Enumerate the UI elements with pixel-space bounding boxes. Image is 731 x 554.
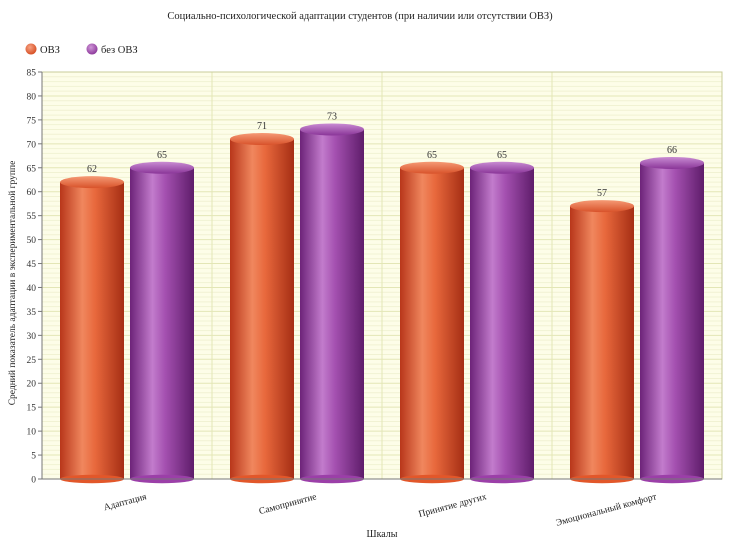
legend-item-bez-ovz[interactable]: без ОВЗ bbox=[86, 43, 138, 57]
data-label: 57 bbox=[597, 188, 607, 199]
bar-cap bbox=[400, 161, 464, 174]
y-tick-label: 40 bbox=[27, 284, 37, 294]
bar-ovz[interactable] bbox=[570, 200, 634, 484]
y-tick-label: 45 bbox=[27, 260, 37, 270]
x-axis-title: Шкалы bbox=[366, 529, 397, 540]
bar-cap bbox=[640, 156, 704, 169]
legend-item-ovz[interactable]: ОВЗ bbox=[25, 43, 60, 57]
data-label: 65 bbox=[427, 150, 437, 161]
bar-bez-ovz[interactable] bbox=[300, 123, 364, 484]
bar-bez-ovz[interactable] bbox=[130, 161, 194, 484]
y-axis: 0 5 10 15 20 25 30 35 40 45 50 55 60 65 70 75 80 85 bbox=[27, 69, 43, 486]
bar-cap bbox=[230, 133, 294, 146]
bar-cap bbox=[300, 123, 364, 136]
y-tick-label: 55 bbox=[27, 212, 37, 222]
legend-marker-ovz bbox=[25, 43, 37, 55]
y-tick-label: 0 bbox=[31, 476, 36, 486]
data-label: 66 bbox=[667, 145, 677, 156]
data-label: 62 bbox=[87, 164, 97, 175]
bar-body bbox=[400, 167, 464, 479]
data-label: 73 bbox=[327, 111, 337, 122]
x-axis: Адаптация Самопринятие Принятие других Эмоц… bbox=[42, 478, 722, 529]
legend-marker-bez-ovz bbox=[86, 43, 98, 55]
bars: 62 65 71 73 65 65 57 66 bbox=[60, 111, 704, 484]
data-label: 65 bbox=[157, 150, 167, 161]
bar-body bbox=[470, 167, 534, 479]
bar-body bbox=[570, 206, 634, 479]
y-tick-label: 50 bbox=[27, 236, 37, 246]
bar-cap bbox=[470, 161, 534, 174]
x-tick-label: Принятие других bbox=[418, 492, 488, 520]
y-tick-label: 10 bbox=[27, 428, 37, 438]
y-axis-title: Средний показатель адаптации в экспериме… bbox=[7, 161, 18, 406]
y-tick-label: 20 bbox=[27, 380, 37, 390]
bar-cap bbox=[60, 176, 124, 189]
y-tick-label: 25 bbox=[27, 356, 37, 366]
x-tick-label: Адаптация bbox=[103, 492, 149, 513]
bar-bez-ovz[interactable] bbox=[470, 161, 534, 484]
x-tick-label: Самопринятие bbox=[258, 492, 318, 517]
bar-cap bbox=[130, 161, 194, 174]
legend-label-bez-ovz: без ОВЗ bbox=[101, 45, 138, 56]
y-tick-label: 70 bbox=[27, 140, 37, 150]
bar-ovz[interactable] bbox=[400, 161, 464, 484]
x-tick-label: Эмоциональный комфорт bbox=[555, 491, 659, 529]
y-tick-label: 80 bbox=[27, 92, 37, 102]
bar-body bbox=[130, 167, 194, 479]
bar-cap bbox=[570, 200, 634, 213]
legend: ОВЗ без ОВЗ bbox=[25, 43, 138, 57]
bar-ovz[interactable] bbox=[60, 176, 124, 484]
y-tick-label: 5 bbox=[31, 452, 36, 462]
bar-body bbox=[300, 129, 364, 480]
bar-body bbox=[60, 182, 124, 480]
data-label: 65 bbox=[497, 150, 507, 161]
y-tick-label: 65 bbox=[27, 164, 37, 174]
data-label: 71 bbox=[257, 121, 267, 132]
bar-body bbox=[640, 162, 704, 479]
y-tick-label: 60 bbox=[27, 188, 37, 198]
bar-ovz[interactable] bbox=[230, 133, 294, 484]
y-tick-label: 75 bbox=[27, 116, 37, 126]
legend-label-ovz: ОВЗ bbox=[40, 45, 60, 56]
bar-bez-ovz[interactable] bbox=[640, 156, 704, 484]
chart-title: Социально-психологической адаптации студ… bbox=[167, 11, 553, 22]
bar-body bbox=[230, 139, 294, 480]
y-tick-label: 85 bbox=[27, 69, 37, 79]
y-tick-label: 30 bbox=[27, 332, 37, 342]
y-tick-label: 35 bbox=[27, 308, 37, 318]
y-tick-label: 15 bbox=[27, 404, 37, 414]
